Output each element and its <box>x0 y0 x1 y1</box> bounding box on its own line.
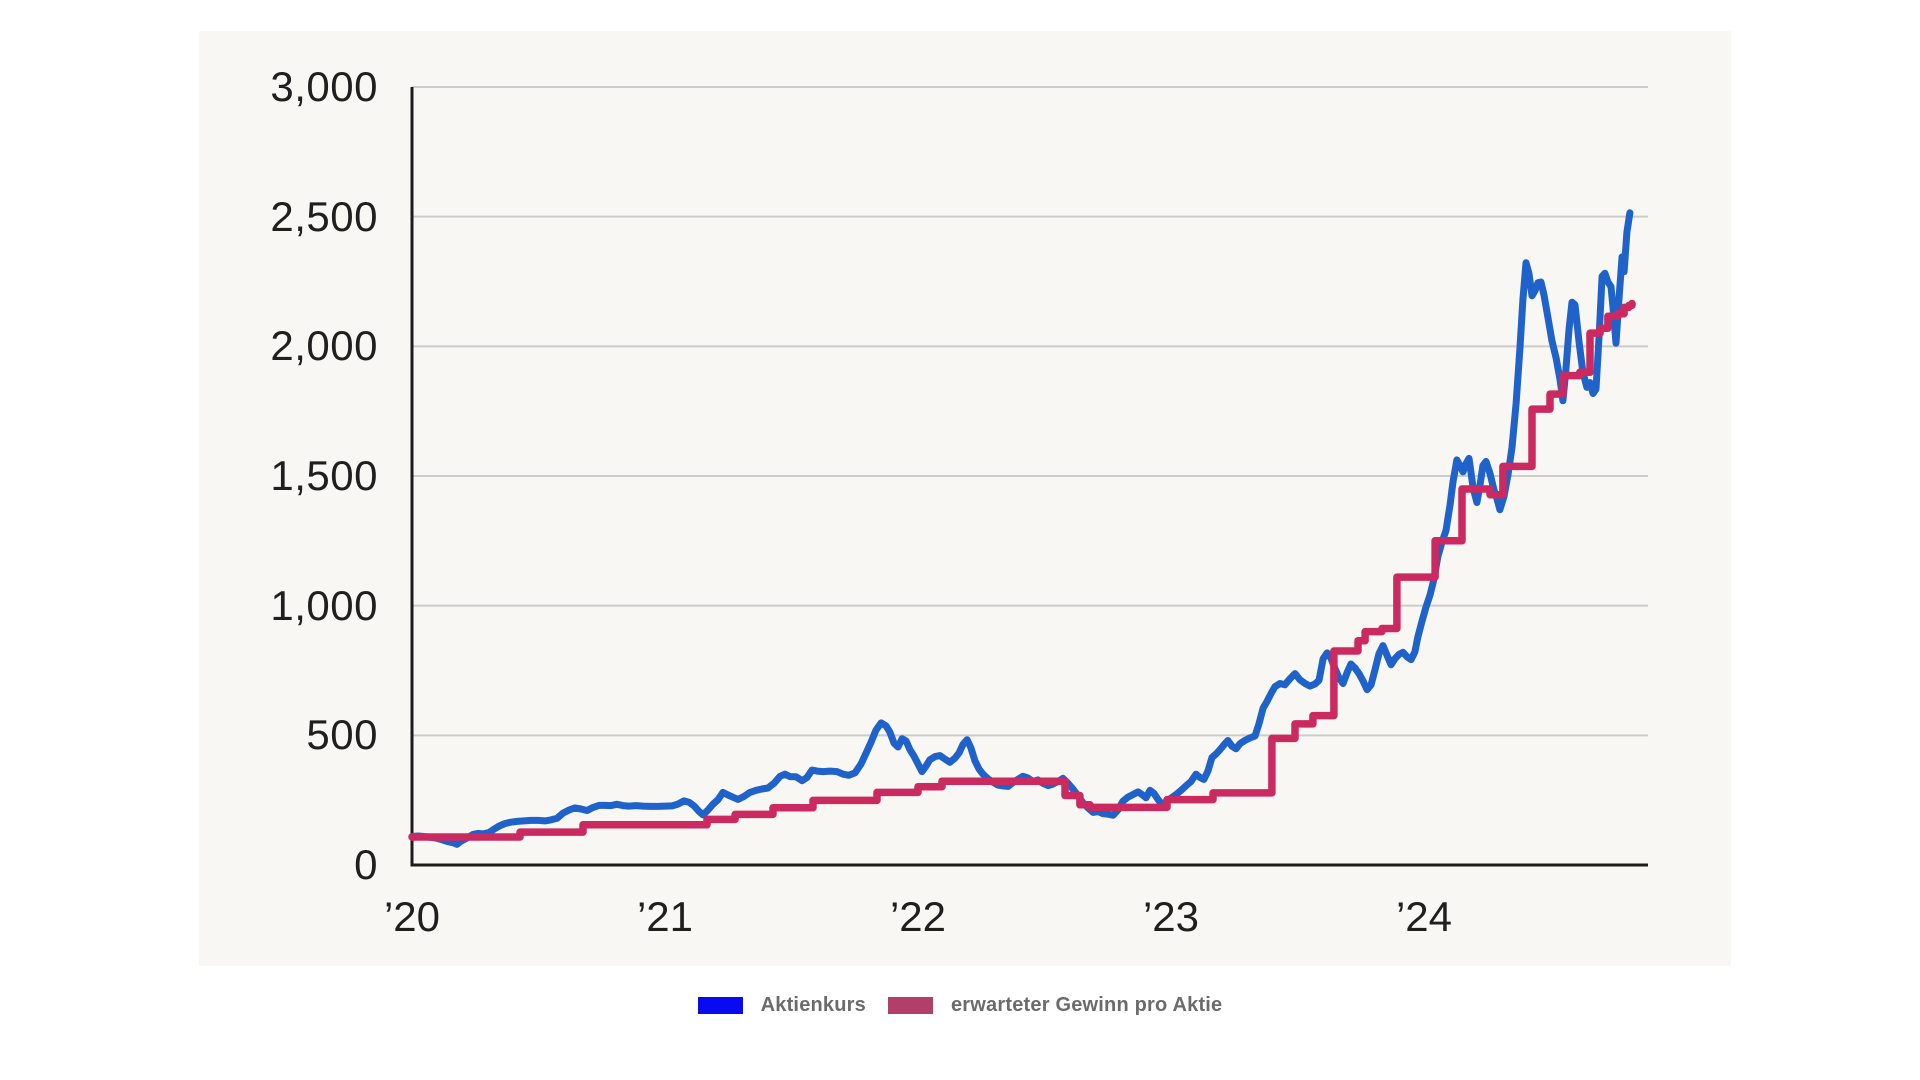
y-tick-label-1500: 1,500 <box>270 452 378 499</box>
x-tick-label-20: ’20 <box>383 893 441 940</box>
eps-swatch-icon <box>887 997 933 1014</box>
x-tick-label-24: ’24 <box>1395 893 1453 940</box>
chart-legend: Aktienkurs erwarteter Gewinn pro Aktie <box>0 994 1920 1017</box>
legend-label-aktienkurs: Aktienkurs <box>760 994 866 1016</box>
gridlines <box>412 86 1648 737</box>
axes <box>410 87 1648 867</box>
x-tick-label-22: ’22 <box>889 893 947 940</box>
aktienkurs-line <box>408 209 1634 848</box>
y-tick-label-2000: 2,000 <box>270 322 378 370</box>
series-lines <box>408 209 1636 848</box>
legend-label-eps: erwarteter Gewinn pro Aktie <box>950 994 1223 1016</box>
y-tick-label-1000: 1,000 <box>270 581 378 629</box>
x-tick-label-23: ’23 <box>1142 893 1200 940</box>
x-tick-label-21: ’21 <box>636 893 694 940</box>
legend-item-aktienkurs: Aktienkurs <box>697 994 866 1017</box>
y-tick-label-2500: 2,500 <box>270 192 378 240</box>
y-tick-label-500: 500 <box>306 711 378 759</box>
legend-item-eps: erwarteter Gewinn pro Aktie <box>887 994 1223 1017</box>
eps-line <box>408 299 1636 841</box>
y-tick-label-3000: 3,000 <box>270 63 378 110</box>
aktienkurs-swatch-icon <box>697 997 743 1014</box>
y-tick-label-0: 0 <box>354 841 378 888</box>
